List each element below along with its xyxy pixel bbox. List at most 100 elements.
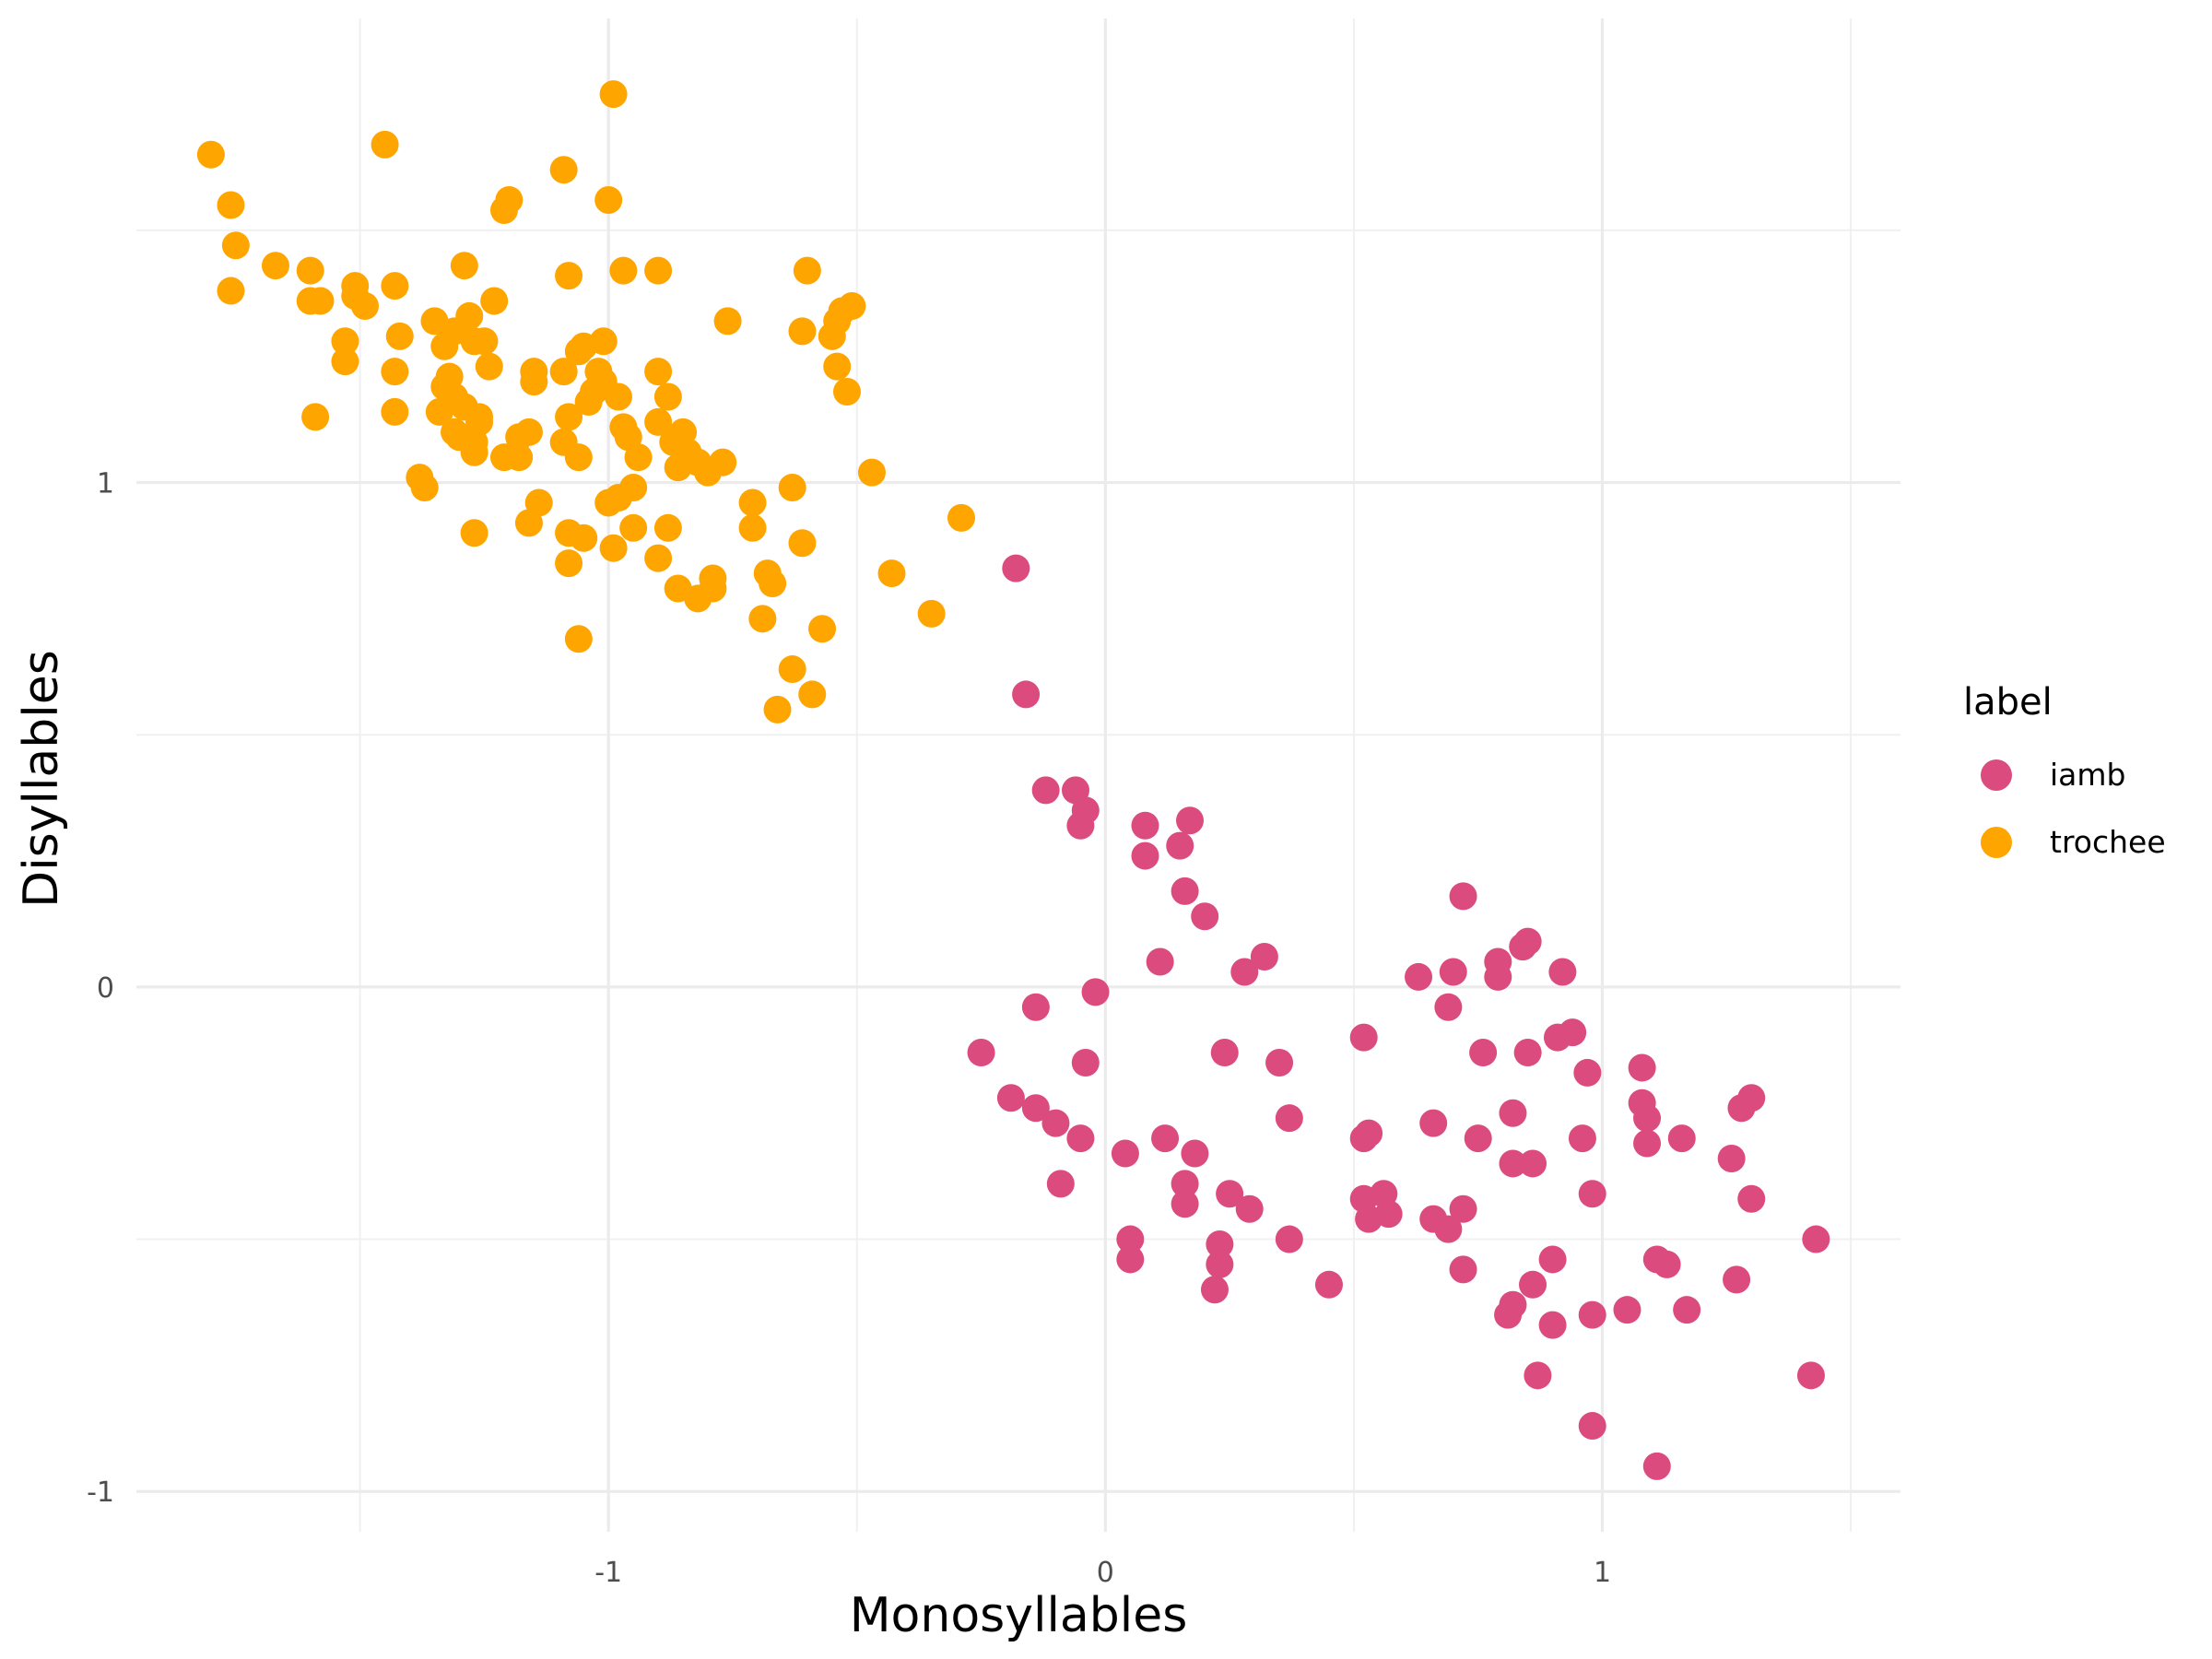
y-axis-tick-labels: -1 0 1 (87, 468, 114, 1510)
point-trochee (196, 140, 225, 169)
point-trochee (738, 513, 767, 542)
point-trochee (385, 322, 414, 350)
point-iamb (1116, 1245, 1145, 1274)
point-iamb (1171, 877, 1199, 905)
point-trochee (221, 231, 250, 260)
point-trochee (381, 272, 409, 300)
x-tick-label: 0 (1097, 1557, 1114, 1589)
point-iamb (1031, 776, 1060, 805)
point-trochee (564, 625, 593, 653)
point-iamb (1548, 958, 1577, 986)
point-trochee (495, 186, 524, 215)
point-iamb (1116, 1225, 1145, 1253)
legend-title: label (1963, 681, 2053, 724)
point-iamb (1046, 1170, 1075, 1198)
point-iamb (1737, 1084, 1766, 1112)
point-trochee (480, 287, 509, 315)
point-trochee (832, 378, 861, 406)
point-iamb (1469, 1039, 1498, 1067)
point-iamb (1723, 1265, 1751, 1294)
point-trochee (653, 382, 682, 411)
point-iamb (1071, 1048, 1100, 1077)
point-iamb (967, 1039, 995, 1067)
point-trochee (793, 256, 821, 285)
point-iamb (1439, 958, 1467, 986)
point-trochee (609, 256, 638, 285)
point-iamb (1131, 811, 1159, 840)
point-trochee (594, 186, 623, 215)
point-iamb (1200, 1276, 1229, 1304)
point-iamb (1216, 1180, 1244, 1208)
y-tick-label: 1 (97, 468, 114, 500)
point-iamb (1181, 1139, 1209, 1168)
point-iamb (1206, 1230, 1234, 1259)
point-iamb (1513, 927, 1542, 956)
point-iamb (1275, 1225, 1303, 1253)
point-iamb (1374, 1200, 1403, 1229)
point-trochee (470, 327, 499, 356)
point-iamb (1484, 962, 1512, 991)
point-trochee (877, 559, 906, 588)
point-iamb (1171, 1170, 1199, 1198)
point-trochee (524, 488, 553, 517)
point-iamb (1021, 1094, 1050, 1123)
point-iamb (1419, 1109, 1448, 1137)
point-iamb (1628, 1053, 1656, 1082)
point-trochee (296, 256, 324, 285)
point-iamb (1434, 993, 1463, 1021)
point-trochee (570, 524, 598, 552)
point-iamb (1206, 1250, 1234, 1278)
point-trochee (763, 695, 792, 724)
point-trochee (823, 352, 852, 381)
point-iamb (1151, 1124, 1180, 1153)
point-trochee (589, 327, 618, 356)
point-iamb (1633, 1129, 1662, 1158)
point-trochee (778, 655, 806, 684)
point-iamb (1633, 1104, 1662, 1133)
point-trochee (505, 443, 534, 472)
point-iamb (1796, 1361, 1825, 1390)
point-trochee (564, 443, 593, 472)
point-iamb (1578, 1300, 1606, 1329)
point-iamb (1573, 1058, 1602, 1087)
point-iamb (1538, 1311, 1567, 1339)
x-axis-title: Monosyllables (850, 1588, 1188, 1643)
point-iamb (1191, 902, 1219, 931)
point-trochee (351, 291, 380, 320)
point-iamb (1066, 1124, 1095, 1153)
point-trochee (410, 474, 439, 502)
legend-key-trochee (1981, 827, 2012, 858)
point-trochee (788, 529, 817, 558)
point-iamb (996, 1084, 1025, 1112)
point-trochee (713, 307, 742, 335)
point-trochee (644, 256, 673, 285)
point-iamb (1265, 1048, 1294, 1077)
x-tick-label: 1 (1594, 1557, 1611, 1589)
point-iamb (1081, 978, 1110, 1006)
point-trochee (450, 252, 478, 280)
point-iamb (1235, 1194, 1264, 1223)
y-tick-label: 0 (97, 972, 114, 1005)
point-trochee (465, 407, 494, 436)
legend-key-iamb (1981, 759, 2012, 791)
point-iamb (1166, 831, 1194, 860)
point-iamb (1578, 1412, 1606, 1441)
point-trochee (460, 519, 488, 547)
point-iamb (1613, 1296, 1641, 1324)
point-iamb (1559, 1018, 1587, 1047)
point-iamb (1667, 1124, 1696, 1153)
point-trochee (619, 513, 648, 542)
point-iamb (1021, 993, 1050, 1021)
data-points (196, 80, 1830, 1480)
point-trochee (261, 252, 289, 280)
point-trochee (738, 488, 767, 517)
point-iamb (1349, 1023, 1378, 1052)
point-iamb (1250, 943, 1278, 971)
point-iamb (1275, 1104, 1303, 1133)
point-iamb (1111, 1139, 1139, 1168)
point-trochee (460, 438, 488, 466)
point-trochee (514, 418, 543, 446)
point-iamb (1041, 1109, 1070, 1137)
point-trochee (644, 407, 673, 436)
point-iamb (1499, 1099, 1527, 1127)
